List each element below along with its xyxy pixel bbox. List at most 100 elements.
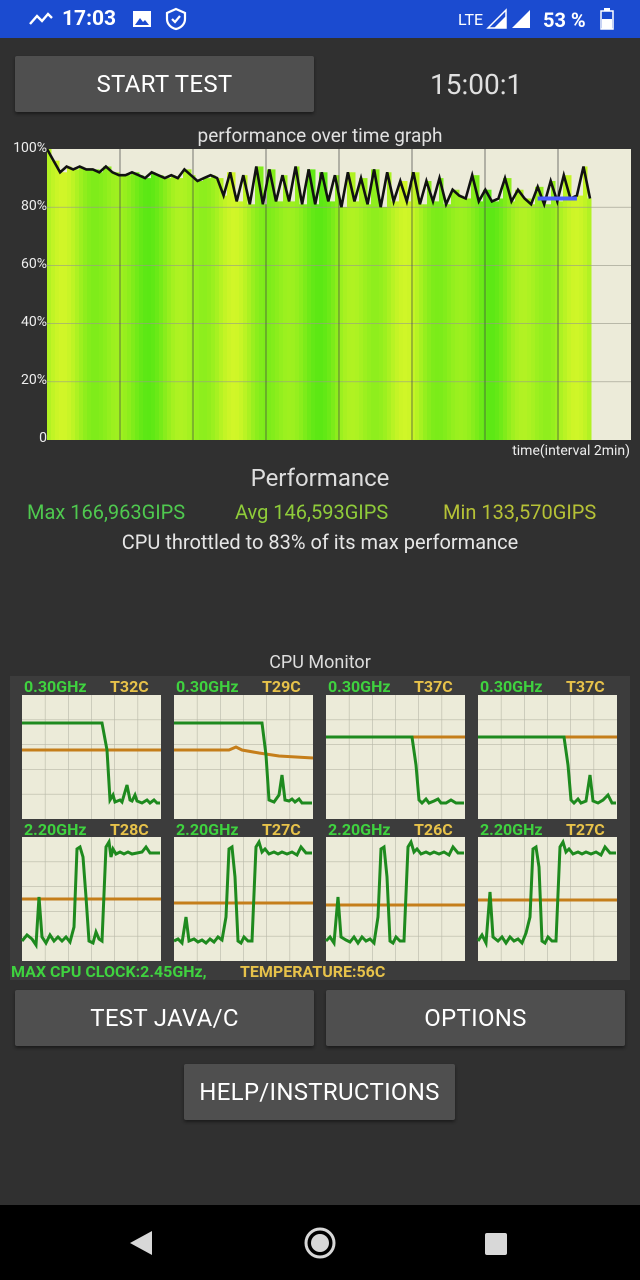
area-stripe — [503, 178, 508, 440]
area-stripe — [355, 201, 360, 440]
core-frequency-trace — [173, 838, 312, 947]
area-stripe — [491, 201, 496, 440]
area-stripe — [287, 201, 292, 440]
area-stripe — [547, 204, 552, 440]
core-frequency: 2.20GHz — [480, 820, 543, 839]
test-java-c-button[interactable]: TEST JAVA/C — [15, 990, 314, 1046]
core-temperature: T37C — [566, 677, 605, 696]
core-frequency: 2.20GHz — [328, 820, 391, 839]
core-frequency-trace — [478, 735, 616, 806]
area-stripe — [531, 204, 536, 440]
area-stripe — [391, 201, 396, 440]
area-stripe — [135, 172, 140, 440]
y-tick-label: 60% — [21, 256, 47, 272]
area-stripe — [167, 178, 172, 440]
area-stripe — [371, 169, 376, 440]
area-stripe — [255, 166, 260, 440]
area-stripe — [563, 175, 568, 440]
help-instructions-button[interactable]: HELP/INSTRUCTIONS — [184, 1064, 455, 1120]
area-stripe — [47, 149, 52, 440]
core-graph — [173, 837, 313, 961]
core-temperature: T27C — [262, 820, 301, 839]
area-stripe — [375, 169, 380, 440]
area-stripe — [487, 189, 492, 440]
core-temperature-trace — [174, 745, 314, 760]
graph-grid — [47, 149, 631, 440]
avg-performance: Avg 146,593GIPS — [235, 500, 389, 524]
area-stripe — [183, 169, 188, 440]
area-stripe — [131, 172, 136, 440]
area-stripe — [571, 198, 576, 440]
options-button[interactable]: OPTIONS — [326, 990, 625, 1046]
shield-icon — [165, 7, 187, 31]
area-stripe — [463, 198, 468, 440]
area-stripe — [195, 181, 200, 440]
area-stripe — [159, 175, 164, 440]
area-stripe — [75, 169, 80, 440]
area-stripe — [271, 169, 276, 440]
area-stripe — [387, 172, 392, 440]
core-frequency: 2.20GHz — [176, 820, 239, 839]
max-cpu-clock: MAX CPU CLOCK:2.45GHz, — [11, 962, 207, 981]
area-stripe — [199, 181, 204, 440]
area-stripe — [303, 204, 308, 440]
area-stripe — [151, 172, 156, 440]
area-stripe — [123, 175, 128, 440]
recents-icon[interactable] — [484, 1232, 508, 1256]
area-stripe — [555, 201, 560, 440]
max-performance: Max 166,963GIPS — [27, 500, 186, 524]
area-stripe — [211, 175, 216, 440]
core-frequency: 2.20GHz — [24, 820, 87, 839]
battery-icon — [600, 8, 614, 30]
area-stripe — [283, 175, 288, 440]
area-stripe — [475, 175, 480, 440]
back-icon[interactable] — [128, 1229, 154, 1257]
core-graph — [478, 695, 617, 819]
area-stripe — [411, 172, 416, 440]
area-stripe — [143, 178, 148, 440]
area-stripe — [347, 172, 352, 440]
core-graph — [20, 837, 161, 961]
area-stripe — [95, 169, 100, 440]
core-frequency: 0.30GHz — [328, 677, 391, 696]
core-graphs — [20, 695, 617, 961]
area-stripe — [359, 178, 364, 440]
area-stripe — [539, 186, 544, 440]
area-stripe — [239, 201, 244, 440]
area-stripe — [259, 166, 264, 440]
cpu-monitor-title: CPU Monitor — [269, 652, 371, 673]
home-icon[interactable] — [303, 1226, 337, 1260]
area-stripe — [523, 198, 528, 440]
area-stripe — [147, 178, 152, 440]
area-stripe — [407, 201, 412, 440]
core-frequency: 0.30GHz — [176, 677, 239, 696]
navigation-bar — [0, 1205, 640, 1280]
core-graph — [476, 837, 617, 961]
network-type: LTE — [458, 10, 484, 29]
area-stripe — [443, 204, 448, 440]
area-stripe — [423, 204, 428, 440]
signal-app-icon — [29, 12, 53, 25]
core-frequency-trace — [324, 838, 464, 948]
y-tick-label: 40% — [21, 314, 47, 330]
test-timer: 15:00:1 — [430, 68, 523, 101]
core-temperature: T32C — [110, 677, 149, 696]
core-frequency-trace — [22, 721, 160, 805]
area-stripe — [415, 172, 420, 440]
area-stripe — [175, 178, 180, 440]
cpu-temperature: TEMPERATURE:56C — [240, 962, 386, 981]
area-stripe — [307, 169, 312, 440]
cell-signal-icon — [486, 8, 507, 29]
core-frequency-trace — [326, 735, 464, 806]
area-stripe — [215, 178, 220, 440]
core-temperature: T27C — [566, 820, 605, 839]
area-stripe — [315, 204, 320, 440]
area-stripe — [51, 160, 56, 440]
area-stripe — [399, 181, 404, 440]
y-tick-label: 80% — [21, 198, 47, 214]
area-stripe — [535, 186, 540, 440]
core-frequency-trace — [20, 837, 160, 950]
start-test-button[interactable]: START TEST — [15, 56, 314, 112]
area-stripe — [367, 204, 372, 440]
area-stripe — [55, 160, 60, 440]
